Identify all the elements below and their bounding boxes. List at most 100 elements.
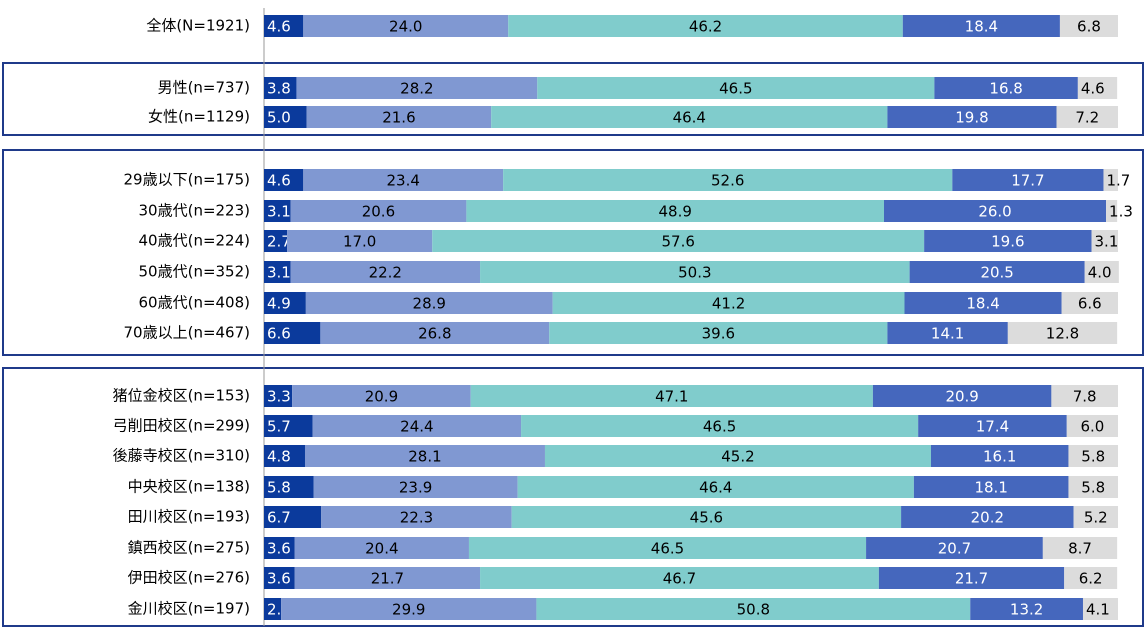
value-label: 5.8 xyxy=(1081,479,1105,497)
bar-segment xyxy=(264,445,305,467)
bar-segment xyxy=(503,169,953,191)
value-label: 20.9 xyxy=(945,388,978,406)
value-label: 4.6 xyxy=(267,18,291,36)
bar-segment xyxy=(264,476,314,498)
group-box xyxy=(2,149,1144,356)
bar-segment xyxy=(264,106,307,128)
value-label: 46.2 xyxy=(689,18,722,36)
value-label: 47.1 xyxy=(655,388,688,406)
category-label: 伊田校区(n=276) xyxy=(128,569,250,587)
bar-segment xyxy=(1061,292,1118,314)
category-label: 40歳代(n=224) xyxy=(139,232,251,250)
value-label: 20.6 xyxy=(362,203,395,221)
bar-segment xyxy=(281,598,537,620)
value-label: 6.0 xyxy=(1080,418,1104,436)
bar-segment xyxy=(1084,261,1119,283)
bar-segment xyxy=(918,415,1067,437)
bar-segment xyxy=(491,106,888,128)
value-label: 3.6 xyxy=(267,540,291,558)
value-label: 5.8 xyxy=(1081,448,1105,466)
bar-segment xyxy=(1077,77,1118,99)
value-label: 46.4 xyxy=(699,479,732,497)
value-label: 20.5 xyxy=(980,264,1013,282)
bar-segment xyxy=(432,230,925,252)
value-label: 14.1 xyxy=(931,325,964,343)
value-label: 1.3 xyxy=(1109,203,1133,221)
category-label: 鎮西校区(n=275) xyxy=(128,539,250,557)
bar-segment xyxy=(878,567,1065,589)
bar-segment xyxy=(549,322,888,344)
value-label: 17.0 xyxy=(343,233,376,251)
bar-segment xyxy=(517,476,914,498)
bar-segment xyxy=(1068,476,1118,498)
bar-segment xyxy=(290,261,481,283)
bar-segment xyxy=(468,537,867,559)
value-label: 4.6 xyxy=(1081,80,1105,98)
value-label: 17.4 xyxy=(976,418,1009,436)
value-label: 48.9 xyxy=(658,203,691,221)
category-label: 70歳以上(n=467) xyxy=(124,324,251,342)
value-label: 6.6 xyxy=(267,325,291,343)
bar-segment xyxy=(1103,169,1118,191)
bar-segment xyxy=(294,567,481,589)
value-label: 18.4 xyxy=(965,18,998,36)
value-label: 20.9 xyxy=(365,388,398,406)
bar-segment xyxy=(1068,445,1118,467)
bar-segment xyxy=(934,77,1078,99)
value-label: 12.8 xyxy=(1046,325,1079,343)
bar-segment xyxy=(296,77,538,99)
bar-segment xyxy=(1082,598,1118,620)
value-label: 20.7 xyxy=(938,540,971,558)
bar-segment xyxy=(1064,567,1118,589)
bar-segment xyxy=(264,230,288,252)
bar-segment xyxy=(292,385,471,407)
bar-segment xyxy=(902,15,1060,37)
value-label: 19.8 xyxy=(955,109,988,127)
value-label: 18.4 xyxy=(966,295,999,313)
group-box xyxy=(2,62,1144,136)
value-label: 20.2 xyxy=(971,509,1004,527)
category-label: 田川校区(n=193) xyxy=(128,508,250,526)
category-label: 猪位金校区(n=153) xyxy=(113,387,250,405)
value-label: 28.1 xyxy=(408,448,441,466)
value-label: 18.1 xyxy=(974,479,1007,497)
bar-segment xyxy=(264,567,295,589)
bar-segment xyxy=(1066,415,1118,437)
value-label: 20.4 xyxy=(365,540,398,558)
category-label: 60歳代(n=408) xyxy=(139,294,251,312)
bar-segment xyxy=(264,506,322,528)
value-label: 1.7 xyxy=(1106,172,1130,190)
value-label: 21.7 xyxy=(371,570,404,588)
value-label: 3.1 xyxy=(267,264,291,282)
bar-segment xyxy=(264,169,304,191)
category-label: 50歳代(n=352) xyxy=(139,263,251,281)
value-label: 5.7 xyxy=(267,418,291,436)
category-label: 弓削田校区(n=299) xyxy=(113,417,250,435)
bar-segment xyxy=(290,200,467,222)
bar-segment xyxy=(320,322,550,344)
bar-segment xyxy=(887,106,1057,128)
value-label: 46.5 xyxy=(703,418,736,436)
bar-segment xyxy=(924,230,1092,252)
bar-segment xyxy=(1007,322,1118,344)
value-label: 23.4 xyxy=(386,172,419,190)
bar-segment xyxy=(470,385,873,407)
value-label: 26.8 xyxy=(418,325,451,343)
value-label: 46.4 xyxy=(673,109,706,127)
category-label: 全体(N=1921) xyxy=(146,17,250,35)
value-label: 26.0 xyxy=(978,203,1011,221)
bar-segment xyxy=(872,385,1052,407)
bar-segment xyxy=(287,230,433,252)
value-label: 50.8 xyxy=(737,601,770,619)
value-label: 21.7 xyxy=(955,570,988,588)
value-label: 16.1 xyxy=(983,448,1016,466)
value-label: 6.6 xyxy=(1078,295,1102,313)
bar-segment xyxy=(466,200,885,222)
category-label: 30歳代(n=223) xyxy=(139,202,251,220)
bar-segment xyxy=(321,506,512,528)
bar-segment xyxy=(1073,506,1118,528)
value-label: 46.5 xyxy=(719,80,752,98)
bar-segment xyxy=(313,476,518,498)
bar-segment xyxy=(970,598,1083,620)
